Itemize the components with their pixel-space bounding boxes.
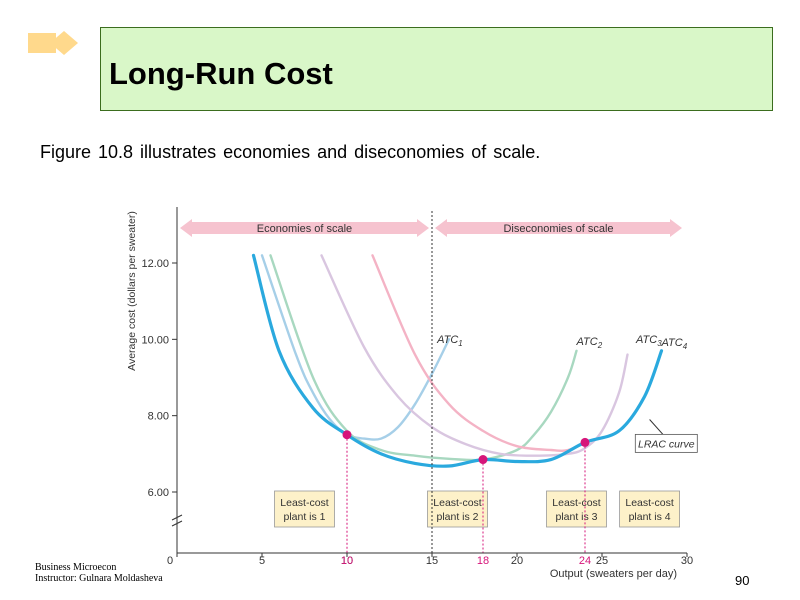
plant-box-1	[274, 490, 335, 528]
atc3-curve	[320, 254, 629, 457]
plant-box-line1: Least-cost	[552, 497, 601, 509]
diseconomies-label: Diseconomies of scale	[503, 223, 613, 235]
y-tick-label: 10.00	[141, 334, 169, 346]
x-tick-label: 30	[681, 555, 693, 567]
plant-box-2	[427, 490, 488, 528]
economies-label: Economies of scale	[257, 223, 352, 235]
y-tick-label: 12.00	[141, 258, 169, 270]
plant-box-line2: plant is 1	[283, 511, 325, 523]
x-tick-label: 0	[167, 555, 173, 567]
footer-instructor: Instructor: Gulnara Moldasheva	[35, 573, 163, 584]
axis-break-icon	[171, 514, 183, 527]
plant-box-4	[619, 490, 681, 528]
footer: Business Microecon Instructor: Gulnara M…	[35, 562, 163, 584]
least-cost-point-3	[580, 437, 590, 447]
diamond-bullet-icon	[28, 31, 78, 55]
plant-box-line2: plant is 3	[555, 511, 597, 523]
plant-box-3	[546, 490, 607, 528]
lrac-callout-label: LRAC curve	[638, 438, 695, 450]
plant-box-line1: Least-cost	[625, 497, 674, 509]
plant-box-line1: Least-cost	[433, 497, 482, 509]
plant-box-line2: plant is 4	[629, 511, 671, 523]
slide-subtitle: Figure 10.8 illustrates economies and di…	[40, 142, 541, 162]
atc1-curve	[260, 254, 451, 441]
x-tick-label: 25	[596, 555, 608, 567]
title-box: Long-Run Cost	[100, 27, 773, 111]
x-tick-label: 20	[511, 555, 523, 567]
lrac-callout-box	[634, 433, 698, 453]
atc4-curve	[371, 254, 587, 452]
plant-box-line2: plant is 2	[436, 511, 478, 523]
long-run-cost-chart: Economies of scale Diseconomies of scale …	[126, 207, 698, 580]
y-axis-label: Average cost (dollars per sweater)	[126, 211, 138, 371]
x-axis-label: Output (sweaters per day)	[550, 568, 677, 580]
page-number: 90	[735, 573, 750, 588]
atc2-label: ATC2	[576, 336, 603, 350]
x-tick-label: 15	[426, 555, 438, 567]
slide-title: Long-Run Cost	[109, 56, 333, 91]
highlight-x-tick-label: 18	[477, 555, 489, 567]
plant-box-line1: Least-cost	[280, 497, 329, 509]
y-tick-label: 6.00	[148, 487, 169, 499]
x-tick-label: 5	[259, 555, 265, 567]
atc3-label: ATC3	[635, 334, 662, 348]
highlight-x-tick-label: 24	[579, 555, 591, 567]
least-cost-point-2	[478, 455, 488, 465]
y-tick-label: 8.00	[148, 411, 169, 423]
atc4-label: ATC4	[661, 337, 688, 351]
footer-course: Business Microecon	[35, 562, 117, 573]
highlight-x-tick-label: 10	[341, 555, 353, 567]
economies-arrow	[180, 219, 429, 237]
atc2-curve	[269, 254, 578, 462]
x-tick-label: 10	[341, 555, 353, 567]
diseconomies-arrow	[435, 219, 682, 237]
lrac-curve	[251, 253, 664, 468]
least-cost-point-1	[342, 430, 352, 440]
atc1-label: ATC1	[436, 334, 463, 348]
